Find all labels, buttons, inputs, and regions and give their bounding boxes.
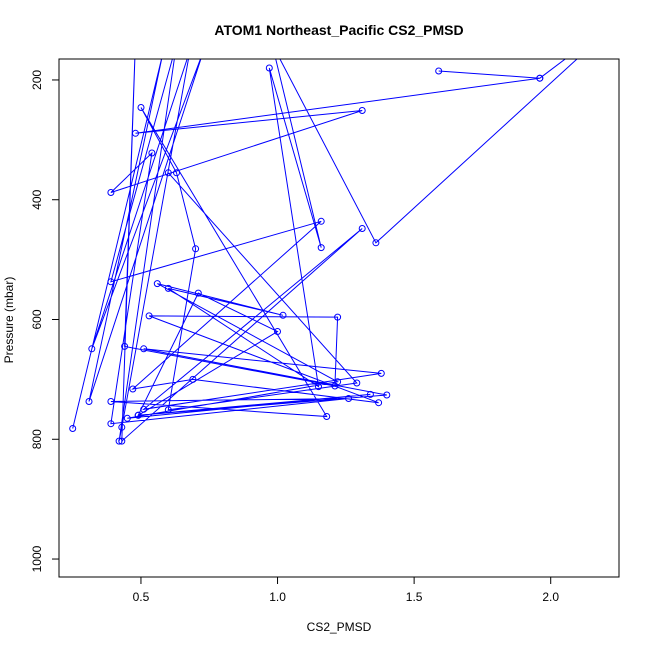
x-tick-label: 1.5	[406, 590, 423, 604]
data-point	[164, 406, 172, 414]
data-point	[140, 345, 148, 353]
data-point	[69, 425, 77, 432]
y-tick-label: 200	[30, 70, 44, 90]
data-point	[315, 383, 322, 391]
data-point	[372, 239, 380, 247]
data-point	[435, 67, 443, 75]
data-point	[145, 312, 153, 320]
data-point	[192, 245, 200, 253]
x-tick-label: 1.0	[269, 590, 286, 604]
data-point	[129, 385, 137, 393]
data-point	[134, 411, 142, 419]
data-point	[334, 378, 342, 386]
data-point	[353, 379, 361, 387]
data-point	[366, 390, 374, 398]
data-point	[88, 345, 96, 353]
data-point	[358, 225, 366, 232]
data-point	[107, 278, 115, 286]
series-layer	[69, 59, 578, 445]
x-tick-label: 0.5	[133, 590, 150, 604]
y-tick-label: 400	[30, 189, 44, 209]
y-tick-label: 800	[30, 429, 44, 449]
data-point	[118, 423, 126, 431]
data-point	[121, 342, 129, 350]
data-point	[164, 169, 172, 177]
chart-title: ATOM1 Northeast_Pacific CS2_PMSD	[214, 22, 463, 38]
data-point	[137, 104, 145, 111]
y-axis: 200 400 600 800 1000	[30, 70, 59, 572]
data-point	[345, 395, 353, 402]
data-point	[107, 420, 115, 428]
data-point	[85, 398, 93, 405]
data-point	[173, 169, 180, 177]
data-point	[118, 437, 126, 445]
data-point	[164, 284, 172, 292]
data-point	[377, 369, 385, 377]
y-axis-label: Pressure (mbar)	[2, 277, 16, 364]
data-point	[189, 375, 197, 383]
data-point	[265, 64, 273, 72]
data-point	[107, 398, 115, 405]
data-point	[334, 313, 342, 321]
y-tick-label: 600	[30, 309, 44, 329]
data-point	[317, 217, 325, 225]
y-tick-label: 1000	[30, 545, 44, 572]
x-tick-label: 2.0	[542, 590, 559, 604]
data-point	[317, 244, 325, 252]
data-point	[383, 391, 391, 399]
data-point	[140, 405, 148, 413]
data-point	[375, 399, 383, 407]
data-point	[194, 289, 202, 297]
data-point	[107, 189, 115, 196]
data-point	[132, 129, 139, 137]
x-axis: 0.5 1.0 1.5 2.0	[133, 577, 559, 604]
data-point	[153, 280, 161, 288]
data-point	[323, 413, 331, 420]
data-point	[358, 107, 366, 114]
data-point	[115, 437, 123, 445]
data-point	[536, 74, 544, 82]
data-point	[148, 149, 156, 157]
data-point	[274, 328, 281, 335]
plot-frame	[58, 58, 620, 578]
x-axis-label: CS2_PMSD	[307, 620, 372, 634]
data-point	[279, 311, 287, 319]
data-point	[123, 414, 131, 422]
series-line	[72, 59, 578, 443]
